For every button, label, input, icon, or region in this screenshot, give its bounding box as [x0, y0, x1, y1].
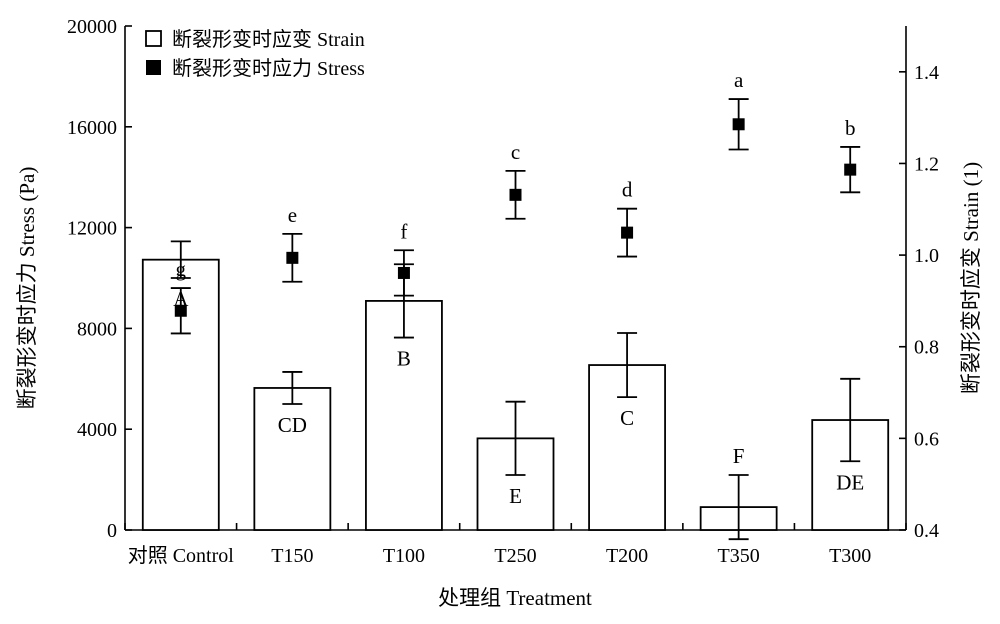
legend-label-strain: 断裂形变时应变 Strain	[172, 28, 365, 51]
strain-bar	[253, 387, 332, 531]
left-tick-label: 20000	[67, 16, 117, 38]
legend-swatch-strain	[145, 30, 162, 47]
right-tick-label: 0.4	[914, 520, 939, 542]
x-tick-label: T100	[383, 545, 425, 567]
legend-swatch-stress	[146, 60, 161, 75]
strain-letter: DE	[836, 470, 864, 494]
stress-point	[509, 188, 522, 201]
left-tick-label: 0	[107, 520, 117, 542]
right-axis-ticks: 0.4 0.6 0.8 1.0 1.2 1.4	[899, 62, 939, 542]
stress-letter: e	[288, 203, 297, 227]
left-axis-ticks: 0 4000 8000 12000 16000 20000	[67, 16, 132, 542]
stress-letter: b	[845, 116, 856, 140]
x-tick-label: 对照 Control	[128, 544, 235, 567]
strain-letter: B	[397, 347, 411, 371]
legend: 断裂形变时应变 Strain 断裂形变时应力 Stress	[145, 28, 365, 80]
stress-letter: f	[400, 219, 407, 243]
strain-letter: F	[733, 444, 745, 468]
legend-label-stress: 断裂形变时应力 Stress	[172, 57, 365, 80]
x-axis-title: 处理组 Treatment	[438, 586, 592, 610]
stress-letter: g	[176, 257, 187, 281]
x-tick-label: T200	[606, 545, 648, 567]
left-tick-label: 16000	[67, 117, 117, 139]
stress-point	[732, 118, 745, 131]
x-tick-label: T150	[271, 545, 313, 567]
right-tick-label: 0.6	[914, 428, 939, 450]
stress-point	[621, 226, 634, 239]
x-tick-label: T250	[494, 545, 536, 567]
stress-points: g e f c d a b	[170, 68, 861, 335]
x-tick-label: T350	[718, 545, 760, 567]
right-tick-label: 1.0	[914, 245, 939, 267]
right-tick-label: 1.4	[914, 62, 939, 84]
left-tick-label: 4000	[77, 419, 117, 441]
stress-letter: c	[511, 140, 520, 164]
left-tick-label: 12000	[67, 218, 117, 240]
strain-letter: C	[620, 406, 634, 430]
strain-letter: CD	[278, 413, 307, 437]
stress-letter: a	[734, 68, 744, 92]
stress-point	[844, 163, 857, 176]
x-tick-label: T300	[829, 545, 871, 567]
stress-letter: d	[622, 178, 633, 202]
x-axis-ticks: 对照 Control T150 T100 T250 T200 T350 T300	[124, 523, 907, 567]
right-tick-label: 0.8	[914, 337, 939, 359]
left-axis-title: 断裂形变时应力 Stress (Pa)	[15, 167, 39, 410]
left-tick-label: 8000	[77, 318, 117, 340]
stress-point	[286, 251, 299, 264]
right-tick-label: 1.2	[914, 153, 939, 175]
strain-letter: E	[509, 484, 522, 508]
stress-point	[174, 304, 187, 317]
strain-bar	[141, 258, 220, 531]
stress-point	[397, 266, 410, 279]
strain-bar	[476, 437, 555, 531]
right-axis-title: 断裂形变时应变 Strain (1)	[959, 162, 983, 394]
